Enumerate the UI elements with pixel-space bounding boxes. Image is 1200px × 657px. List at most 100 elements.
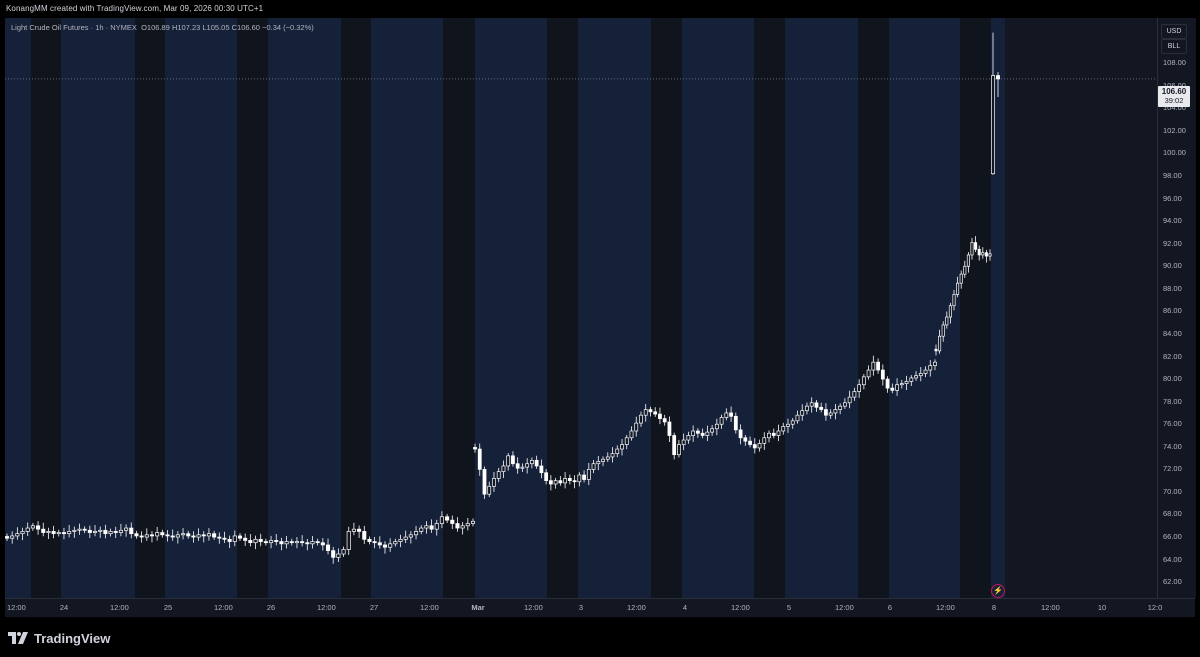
candle-body: [996, 75, 1000, 80]
candle-body: [956, 282, 960, 295]
candle-body: [450, 519, 455, 524]
candle-body: [525, 463, 530, 468]
candle-body: [729, 412, 733, 417]
candle-body: [733, 415, 738, 431]
candle-body: [429, 525, 434, 530]
candle-body: [586, 469, 591, 480]
candle-body: [243, 537, 248, 541]
candle-body: [776, 430, 781, 436]
candle-body: [714, 423, 719, 430]
time-tick-label: 12:00: [110, 603, 129, 612]
price-tick-label: 100.00: [1163, 148, 1186, 158]
candle-body: [970, 242, 974, 256]
bar-countdown: 39:02: [1164, 96, 1184, 105]
candle-body: [15, 533, 20, 537]
session-band: [651, 18, 682, 598]
symbol-name[interactable]: Light Crude Oil Futures · 1h · NYMEX: [11, 23, 137, 32]
currency-button[interactable]: USD: [1161, 24, 1187, 39]
price-tick-label: 82.00: [1163, 351, 1182, 361]
candle-body: [771, 432, 776, 436]
candle-body: [909, 377, 914, 382]
candle-body: [530, 459, 534, 465]
session-band: [682, 18, 754, 598]
candle-body: [382, 544, 388, 548]
candle-body: [46, 531, 51, 533]
candle-body: [577, 474, 582, 483]
time-axis[interactable]: [5, 598, 1195, 617]
price-tick-label: 86.00: [1163, 306, 1182, 316]
candle-body: [372, 541, 377, 544]
candle-body: [984, 252, 988, 257]
candle-body: [82, 528, 87, 531]
candle-body: [248, 540, 253, 544]
unit-button[interactable]: BLL: [1161, 39, 1187, 54]
candle-body: [331, 550, 336, 558]
candle-body: [974, 242, 978, 250]
brand-name: TradingView: [34, 630, 111, 646]
candle-body: [460, 525, 465, 529]
candle-body: [876, 361, 880, 371]
candle-body: [918, 373, 923, 377]
candle-body: [948, 305, 952, 318]
candle-body: [310, 541, 315, 545]
attribution-bar: KonangMM created with TradingView.com, M…: [0, 0, 1200, 18]
candle-body: [36, 525, 41, 530]
price-tick-label: 94.00: [1163, 216, 1182, 226]
session-band: [754, 18, 785, 598]
candle-body: [320, 542, 325, 546]
candle-body: [814, 402, 819, 408]
candle-body: [279, 541, 284, 545]
candle-body: [284, 541, 289, 545]
candle-body: [724, 412, 729, 418]
price-chart[interactable]: [5, 18, 1157, 598]
candle-body: [934, 348, 938, 352]
time-tick-label: 12:00: [214, 603, 233, 612]
session-band: [341, 18, 371, 598]
candle-body: [367, 538, 372, 542]
candle-body: [795, 414, 800, 422]
candle-body: [470, 520, 476, 524]
candle-body: [212, 533, 217, 538]
candle-body: [419, 527, 424, 532]
time-tick-label: 10: [1097, 603, 1107, 612]
candle-body: [515, 463, 520, 469]
session-band: [547, 18, 578, 598]
symbol-legend[interactable]: Light Crude Oil Futures · 1h · NYMEX O10…: [11, 23, 314, 32]
candle-body: [473, 447, 477, 450]
candle-body: [615, 448, 620, 454]
candle-body: [871, 361, 876, 371]
chart-pane[interactable]: [5, 18, 1157, 598]
time-tick-label: 12:00: [7, 603, 26, 612]
candle-body: [87, 529, 92, 533]
candle-body: [781, 426, 786, 432]
price-tick-label: 104.00: [1163, 103, 1186, 113]
time-tick-label: 12:00: [420, 603, 439, 612]
session-band: [858, 18, 889, 598]
candle-body: [77, 528, 82, 531]
candle-body: [648, 409, 653, 413]
session-band: [135, 18, 165, 598]
candle-body: [548, 480, 553, 485]
change-value: −0.34 (−0.32%): [262, 23, 314, 32]
time-tick-label: 12:00: [731, 603, 750, 612]
candle-body: [610, 453, 615, 458]
candle-body: [134, 533, 139, 537]
candle-body: [752, 444, 757, 449]
price-tick-label: 84.00: [1163, 328, 1182, 338]
candle-body: [843, 402, 847, 407]
candle-body: [705, 431, 710, 436]
candle-body: [144, 534, 149, 538]
price-tick-label: 74.00: [1163, 441, 1182, 451]
candle-body: [686, 435, 691, 441]
candle-body: [227, 538, 232, 542]
price-axis[interactable]: [1157, 18, 1196, 598]
candle-body: [237, 535, 243, 539]
open-value: O106.89: [141, 23, 170, 32]
candle-body: [398, 538, 403, 542]
tradingview-logo[interactable]: TradingView: [8, 630, 110, 646]
candle-body: [477, 448, 482, 470]
candle-body: [20, 531, 25, 535]
flash-icon[interactable]: ⚡: [991, 584, 1005, 598]
candle-body: [289, 541, 294, 544]
candle-body: [629, 430, 634, 439]
